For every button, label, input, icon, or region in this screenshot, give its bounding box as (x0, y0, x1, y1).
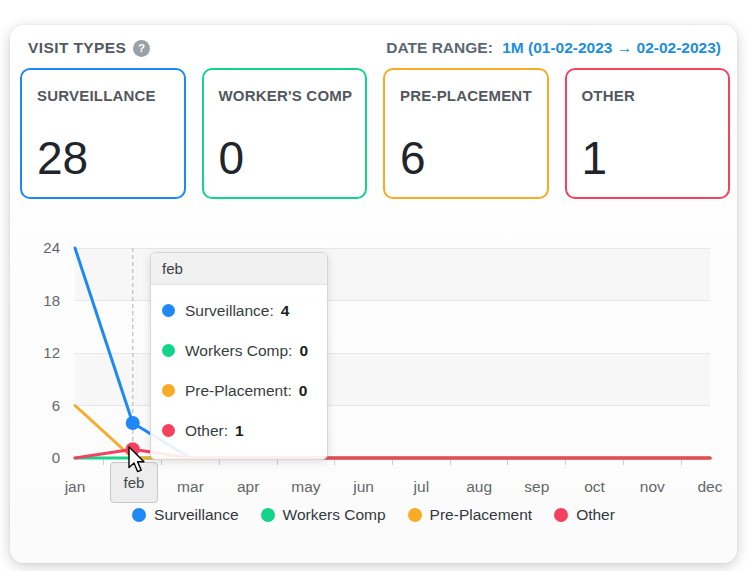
tooltip-series-value: 4 (281, 302, 290, 320)
series-marker-icon (162, 304, 175, 317)
page-title: VISIT TYPES (28, 39, 126, 57)
stat-card-value: 6 (400, 135, 537, 181)
x-axis-label-jul: jul (394, 478, 448, 496)
x-axis-label-oct: oct (568, 478, 622, 496)
stat-card-label: SURVEILLANCE (37, 86, 174, 133)
stat-card-value: 28 (37, 135, 174, 181)
date-range-label: DATE RANGE: (386, 39, 493, 56)
series-marker-icon (162, 344, 175, 357)
x-axis-label-dec: dec (683, 478, 737, 496)
tooltip-series-name: Surveillance: (185, 302, 274, 320)
legend-marker-icon (408, 508, 422, 522)
legend-marker-icon (132, 508, 146, 522)
x-axis-label-jun: jun (337, 478, 391, 496)
legend-label: Other (576, 506, 615, 524)
tooltip-series-value: 0 (299, 342, 308, 360)
stat-card-surveillance: SURVEILLANCE28 (20, 68, 186, 199)
series-marker-icon (162, 424, 175, 437)
stat-card-label: OTHER (582, 86, 719, 133)
panel-header: VISIT TYPES ? DATE RANGE: 1M (01-02-2023… (28, 36, 721, 60)
tooltip-series-name: Workers Comp: (185, 342, 292, 360)
panel-title-group: VISIT TYPES ? (28, 39, 150, 57)
date-range-value[interactable]: 1M (01-02-2023 → 02-02-2023) (502, 39, 721, 56)
legend-item-workers-comp[interactable]: Workers Comp (261, 506, 386, 524)
legend-item-surveillance[interactable]: Surveillance (132, 506, 238, 524)
visits-chart: jan feb maraprmayjunjulaugsepoctnovdec 0 6 1… (10, 223, 737, 563)
stat-card-other: OTHER1 (565, 68, 731, 199)
tooltip-title: feb (151, 253, 327, 285)
tooltip-row-workers-comp: Workers Comp: 0 (162, 337, 316, 364)
stat-card-pre-placement: PRE-PLACEMENT6 (383, 68, 549, 199)
stat-card-value: 0 (219, 135, 356, 181)
legend-item-pre-placement[interactable]: Pre-Placement (408, 506, 533, 524)
legend-label: Pre-Placement (430, 506, 533, 524)
stat-card-value: 1 (582, 135, 719, 181)
x-axis-label-nov: nov (625, 478, 679, 496)
x-axis-label-sep: sep (510, 478, 564, 496)
tooltip-series-value: 1 (235, 422, 244, 440)
legend-label: Surveillance (154, 506, 238, 524)
date-range: DATE RANGE: 1M (01-02-2023 → 02-02-2023) (386, 39, 721, 57)
stat-card-label: WORKER'S COMP (219, 86, 356, 133)
stat-card-label: PRE-PLACEMENT (400, 86, 537, 133)
y-axis-label: 18 (20, 292, 60, 309)
x-axis-label-aug: aug (452, 478, 506, 496)
tooltip-series-value: 0 (299, 382, 308, 400)
mouse-cursor (124, 446, 148, 476)
tooltip-row-surveillance: Surveillance: 4 (162, 297, 316, 324)
x-axis-label-apr: apr (221, 478, 275, 496)
tooltip-series-name: Other: (185, 422, 228, 440)
stat-card-worker-s-comp: WORKER'S COMP0 (202, 68, 368, 199)
tooltip-row-pre-placement: Pre-Placement: 0 (162, 377, 316, 404)
chart-legend: Surveillance Workers Comp Pre-Placement Oth… (10, 506, 737, 524)
x-axis-label-may: may (279, 478, 333, 496)
y-axis-label: 0 (20, 449, 60, 466)
chart-tooltip: feb Surveillance:4Workers Comp:0Pre-Plac… (150, 252, 328, 460)
visit-types-panel: VISIT TYPES ? DATE RANGE: 1M (01-02-2023… (10, 25, 737, 563)
y-axis-label: 24 (20, 239, 60, 256)
legend-marker-icon (261, 508, 275, 522)
series-marker-icon (162, 384, 175, 397)
legend-item-other[interactable]: Other (554, 506, 615, 524)
y-axis-label: 12 (20, 344, 60, 361)
tooltip-row-other: Other: 1 (162, 417, 316, 444)
data-point-surveillance-feb[interactable] (126, 416, 140, 430)
y-axis-label: 6 (20, 397, 60, 414)
x-axis-label-mar: mar (163, 478, 217, 496)
tooltip-series-name: Pre-Placement: (185, 382, 292, 400)
help-icon[interactable]: ? (133, 40, 150, 57)
legend-label: Workers Comp (283, 506, 386, 524)
legend-marker-icon (554, 508, 568, 522)
stat-cards-row: SURVEILLANCE28WORKER'S COMP0PRE-PLACEMEN… (20, 68, 730, 199)
x-axis-label-jan: jan (48, 478, 102, 496)
